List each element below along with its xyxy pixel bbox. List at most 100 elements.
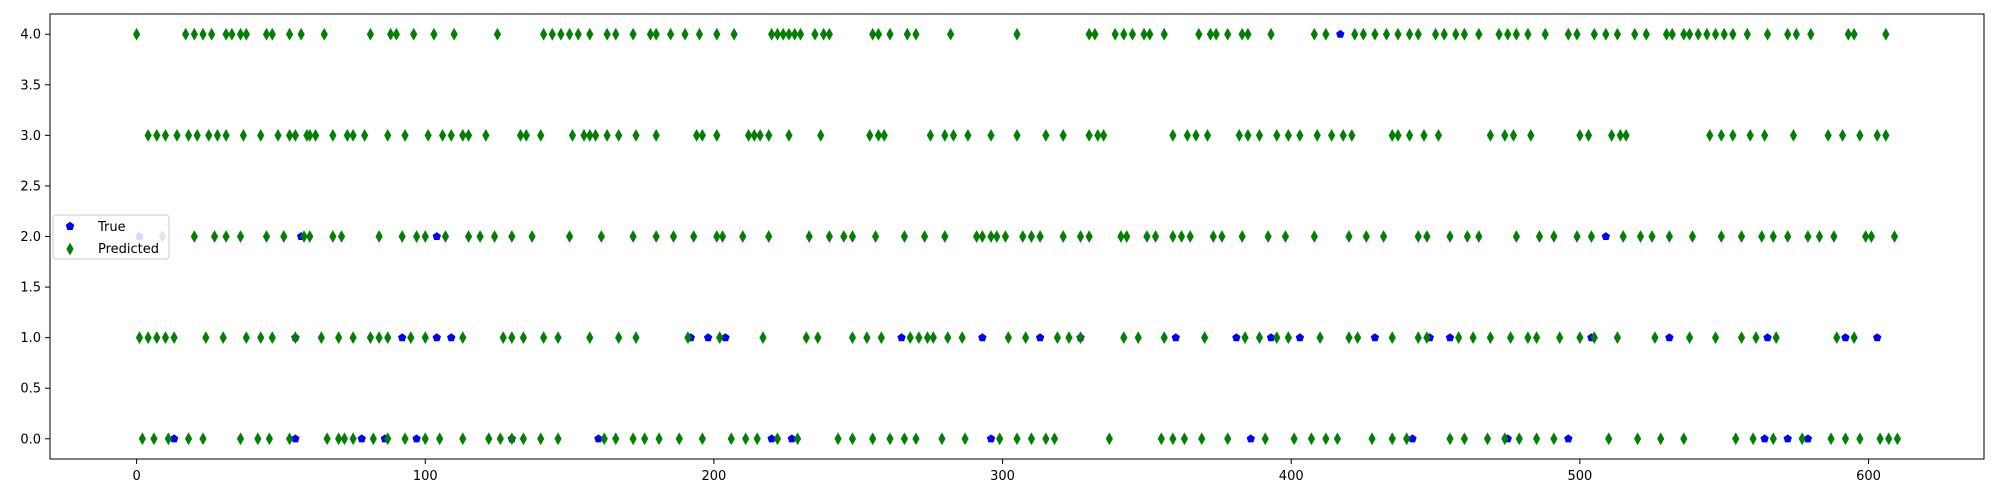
predicted-point [1729,128,1737,142]
predicted-point [335,432,343,446]
predicted-point [1804,230,1812,243]
predicted-point [285,27,294,41]
predicted-point [1099,128,1108,142]
predicted-point [629,432,637,446]
predicted-point [1431,27,1440,41]
predicted-point [1218,230,1226,243]
y-tick-label: 0.0 [20,432,41,447]
predicted-point [632,128,640,142]
predicted-point [1085,230,1093,243]
predicted-point [1111,27,1119,41]
predicted-point [421,432,429,446]
predicted-point [421,331,429,345]
predicted-point [1128,27,1137,41]
predicted-point [1091,27,1099,41]
true-point [787,434,797,443]
predicted-point [1042,432,1050,446]
predicted-point [1183,128,1191,142]
predicted-point [1284,128,1292,142]
predicted-point [941,128,949,142]
predicted-point [1827,432,1835,446]
predicted-point [886,27,894,41]
predicted-point [1524,331,1532,345]
predicted-point [476,230,484,243]
predicted-point [915,331,923,345]
predicted-point [958,331,966,345]
predicted-point [236,27,245,41]
predicted-point [565,27,574,41]
predicted-point [713,230,721,243]
predicted-point [438,128,447,142]
predicted-point [1495,27,1503,41]
true-point [1783,434,1792,443]
predicted-point [508,331,516,345]
predicted-point [1255,331,1264,345]
predicted-point [320,27,328,41]
predicted-point [1550,230,1558,243]
predicted-point [1648,230,1656,243]
predicted-point [144,128,152,142]
predicted-point [1807,27,1815,41]
predicted-point [450,27,458,41]
predicted-point [978,230,986,243]
predicted-point [1515,432,1523,446]
predicted-point [1244,27,1252,41]
predicted-point [947,27,955,41]
predicted-point [1535,230,1544,243]
predicted-point [1631,27,1639,41]
predicted-point [1512,230,1520,243]
predicted-point [1541,27,1549,41]
predicted-point [268,27,276,41]
predicted-point [493,27,502,41]
predicted-point [1414,27,1422,41]
predicted-point [496,432,504,446]
predicted-point [773,432,782,446]
legend-predicted-marker [66,242,74,256]
predicted-point [361,128,369,142]
predicted-point [1737,230,1746,243]
predicted-point [1455,331,1463,345]
predicted-point [490,230,499,243]
predicted-point [522,128,530,142]
predicted-point [597,230,605,243]
predicted-point [1711,331,1720,345]
predicted-point [184,128,193,142]
predicted-point [961,432,969,446]
predicted-point [944,331,952,345]
predicted-point [675,432,683,446]
predicted-point [1769,432,1777,446]
predicted-point [993,230,1001,243]
predicted-point [1504,27,1512,41]
predicted-point [1224,432,1232,446]
predicted-point [1117,230,1125,243]
true-point [1763,333,1772,342]
predicted-point [615,128,623,142]
predicted-point [1694,27,1702,41]
predicted-point [692,128,701,142]
predicted-point [1841,432,1850,446]
predicted-point [1414,331,1422,345]
predicted-point [540,27,548,41]
predicted-point [1784,230,1792,243]
predicted-point [1720,27,1728,41]
predicted-point [1022,331,1030,345]
predicted-point [335,331,343,345]
x-tick-label: 100 [413,469,438,484]
predicted-point [742,432,750,446]
predicted-point [713,128,721,142]
predicted-point [239,128,247,142]
predicted-point [153,128,161,142]
predicted-point [1460,27,1469,41]
true-point [1760,434,1769,443]
legend-box [52,214,170,260]
true-point [721,333,730,342]
predicted-point [805,230,813,243]
predicted-point [202,331,210,345]
predicted-point [912,27,920,41]
predicted-point [1867,230,1876,243]
predicted-point [1379,230,1388,243]
true-point [432,232,441,241]
predicted-point [652,230,660,243]
predicted-point [1195,27,1203,41]
predicted-point [629,27,637,41]
